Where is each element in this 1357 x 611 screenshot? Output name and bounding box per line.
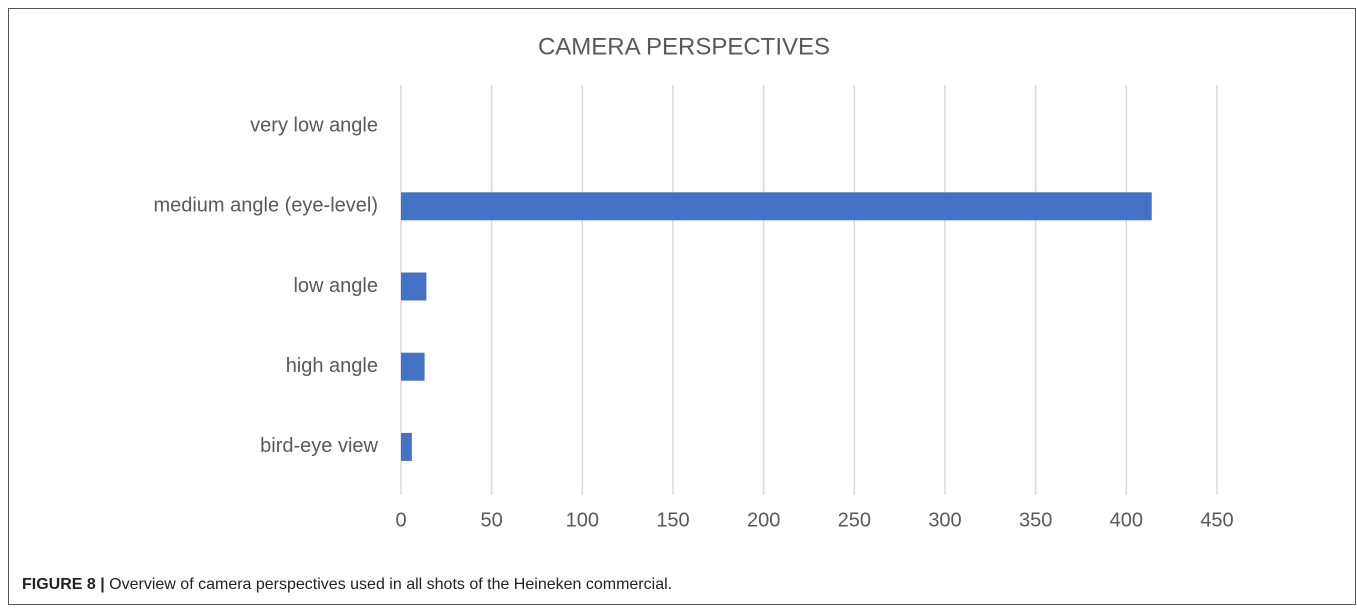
x-tick-label: 350 — [1019, 509, 1052, 531]
bar — [401, 192, 1152, 221]
x-tick-label: 200 — [747, 509, 780, 531]
caption: FIGURE 8 | Overview of camera perspectiv… — [22, 576, 672, 593]
y-tick-label: bird-eye view — [260, 435, 378, 457]
x-tick-label: 300 — [928, 509, 961, 531]
x-tick-label: 450 — [1200, 509, 1233, 531]
y-tick-label: high angle — [286, 355, 378, 377]
y-tick-label: very low angle — [250, 114, 378, 136]
chart-title: CAMERA PERSPECTIVES — [538, 33, 830, 60]
x-tick-label: 150 — [656, 509, 689, 531]
bar — [401, 352, 425, 381]
y-tick-label: medium angle (eye-level) — [153, 195, 378, 217]
x-tick-label: 50 — [481, 509, 503, 531]
caption-text: Overview of camera perspectives used in … — [109, 576, 672, 593]
x-tick-label: 400 — [1110, 509, 1143, 531]
y-tick-label: low angle — [293, 275, 378, 297]
x-tick-label: 100 — [566, 509, 599, 531]
frame — [8, 8, 1356, 605]
bar — [401, 272, 427, 301]
caption-label: FIGURE 8 | — [22, 576, 105, 593]
x-tick-label: 0 — [395, 509, 406, 531]
bar — [401, 432, 412, 461]
x-tick-label: 250 — [838, 509, 871, 531]
